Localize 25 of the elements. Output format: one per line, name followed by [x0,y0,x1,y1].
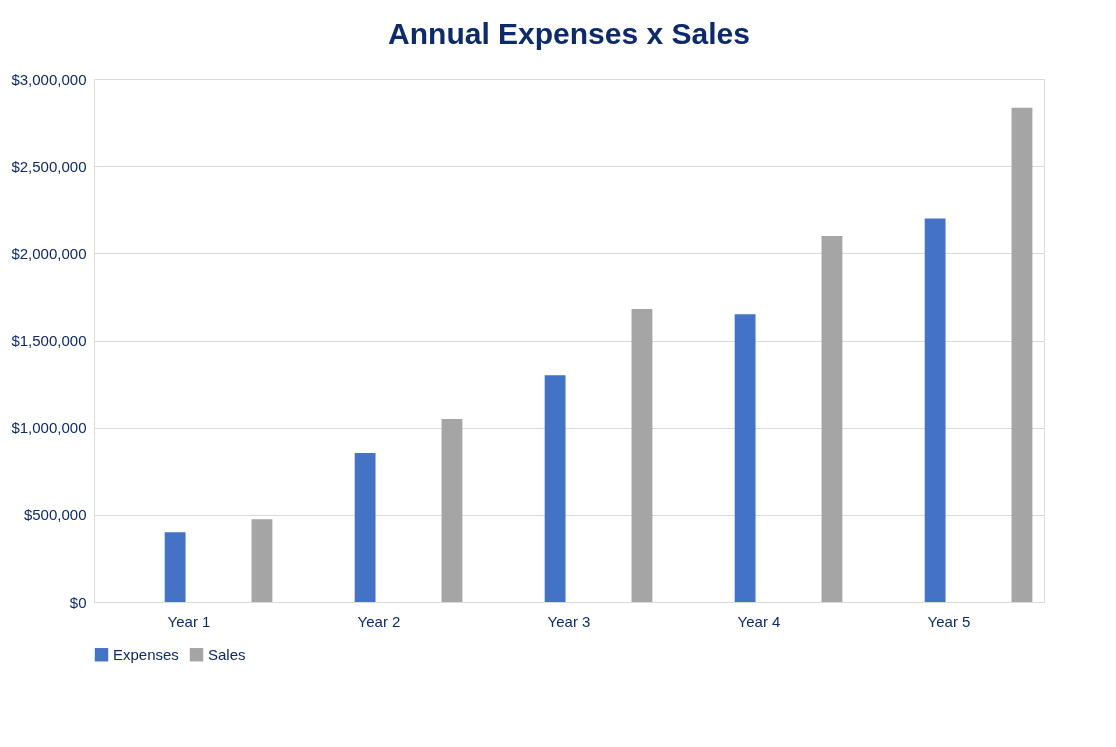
legend-label: Expenses [113,645,179,663]
legend-label: Sales [208,645,246,663]
bar [441,418,463,602]
bar [164,532,186,602]
bar [631,309,653,602]
x-tick-label: Year 2 [357,612,401,630]
x-tick-label: Year 5 [927,612,971,630]
y-tick-label: $500,000 [23,506,87,524]
x-tick-label: Year 4 [737,612,781,630]
bar [734,314,756,602]
y-tick-label: $2,500,000 [11,157,87,175]
bar [544,375,566,602]
bar [924,218,946,602]
y-tick-label: $0 [69,593,87,611]
bar [821,235,843,602]
y-tick-label: $1,500,000 [11,332,87,349]
x-tick-label: Year 1 [167,612,211,630]
bar [1011,107,1033,602]
y-tick-label: $2,000,000 [11,244,87,262]
y-tick-label: $3,000,000 [11,70,87,88]
chart-title: Annual Expenses x Sales [388,17,750,50]
bar [251,519,273,602]
bar [354,452,376,602]
y-tick-label: $1,000,000 [11,419,87,437]
x-tick-label: Year 3 [547,612,591,630]
